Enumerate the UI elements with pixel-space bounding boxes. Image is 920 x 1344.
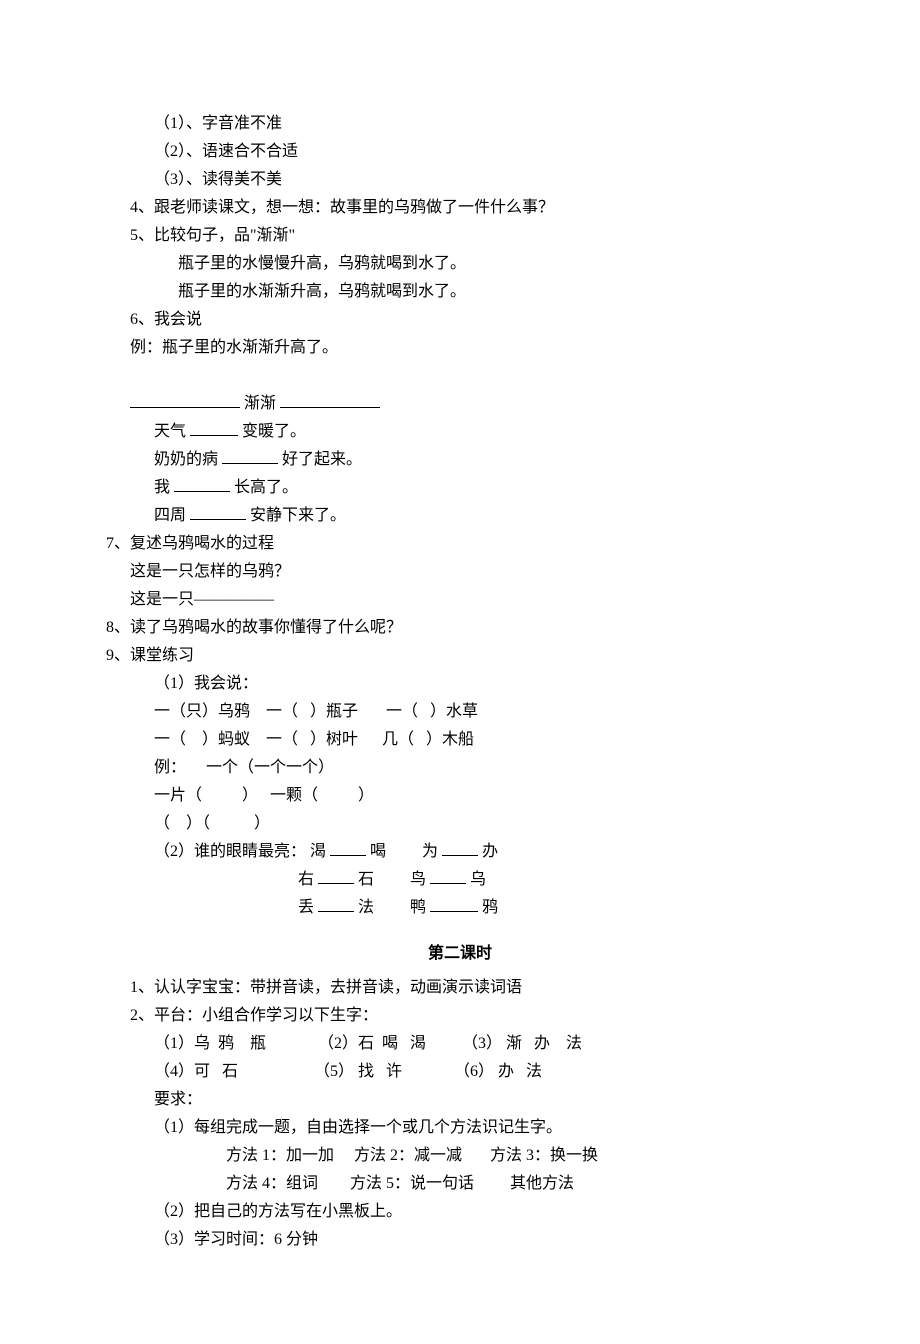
item-6c-post: 长高了。: [234, 479, 298, 496]
pair-c-r2: 鸦: [482, 899, 498, 916]
item-6c-pre: 我: [154, 479, 170, 496]
s2-req2: （2）把自己的方法写在小黑板上。: [154, 1203, 402, 1220]
pair-c-l: 丢: [298, 899, 314, 916]
s2-2: 2、平台：小组合作学习以下生字：: [130, 1007, 378, 1024]
pair-a-l: 渴: [310, 843, 326, 860]
item-6b-pre: 奶奶的病: [154, 451, 218, 468]
item-1-1: （1）、字音准不准: [154, 115, 282, 132]
s2-req3: （3）学习时间：6 分钟: [154, 1231, 318, 1248]
blank-field: [318, 867, 354, 884]
item-5-1: 瓶子里的水慢慢升高，乌鸦就喝到水了。: [178, 255, 466, 272]
s2-req: 要求：: [154, 1091, 202, 1108]
item-6-ex: 例：瓶子里的水渐渐升高了。: [130, 339, 338, 356]
item-9-1e: （ ）（ ）: [154, 815, 270, 832]
section-2-title: 第二课时: [428, 945, 492, 962]
s2-2-row1: （1）乌 鸦 瓶 （2）石 喝 渴 （3） 渐 办 法: [154, 1035, 582, 1052]
pair-b-l2: 鸟: [410, 871, 426, 888]
item-6-mid: 渐渐: [244, 395, 276, 412]
item-7b: 这是一只—————: [130, 591, 274, 608]
document-page: （1）、字音准不准 （2）、语速合不合适 （3）、读得美不美 4、跟老师读课文，…: [0, 0, 920, 1344]
pair-c-l2: 鸭: [410, 899, 426, 916]
item-9-1a: 一（只）乌鸦 一（ ）瓶子 一（ ）水草: [154, 703, 478, 720]
pair-a-l2: 为: [422, 843, 438, 860]
item-6d-pre: 四周: [154, 507, 186, 524]
item-6a-pre: 天气: [154, 423, 186, 440]
blank-field: [442, 839, 478, 856]
blank-field: [318, 895, 354, 912]
pair-b-r2: 乌: [470, 871, 486, 888]
item-1-2: （2）、语速合不合适: [154, 143, 298, 160]
item-5: 5、比较句子，品"渐渐": [130, 227, 295, 244]
item-4: 4、跟老师读课文，想一想：故事里的乌鸦做了一件什么事？: [130, 199, 554, 216]
s2-2-row2: （4）可 石 （5） 找 许 （6） 办 法: [154, 1063, 542, 1080]
s2-req1: （1）每组完成一题，自由选择一个或几个方法识记生字。: [154, 1119, 562, 1136]
blank-field: [430, 895, 478, 912]
item-9-2-label: （2）谁的眼睛最亮：: [154, 843, 306, 860]
pair-b-l: 右: [298, 871, 314, 888]
blank-field: [430, 867, 466, 884]
pair-b-r: 石: [358, 871, 374, 888]
blank-field: [190, 419, 238, 436]
item-9: 9、课堂练习: [106, 647, 194, 664]
item-9-1d: 一片（ ） 一颗（ ）: [154, 787, 374, 804]
pair-a-r: 喝: [370, 843, 386, 860]
s2-1: 1、认认字宝宝：带拼音读，去拼音读，动画演示读词语: [130, 979, 522, 996]
item-7a: 这是一只怎样的乌鸦？: [130, 563, 290, 580]
item-5-2: 瓶子里的水渐渐升高，乌鸦就喝到水了。: [178, 283, 466, 300]
blank-field: [174, 475, 230, 492]
item-9-1b: 一（ ）蚂蚁 一（ ）树叶 几（ ）木船: [154, 731, 474, 748]
pair-a-r2: 办: [482, 843, 498, 860]
item-6a-post: 变暖了。: [242, 423, 306, 440]
blank-field: [190, 503, 246, 520]
item-1-3: （3）、读得美不美: [154, 171, 282, 188]
blank-field: [130, 391, 240, 408]
s2-req1-m2: 方法 4：组词 方法 5：说一句话 其他方法: [226, 1175, 574, 1192]
item-8: 8、读了乌鸦喝水的故事你懂得了什么呢？: [106, 619, 402, 636]
item-7: 7、复述乌鸦喝水的过程: [106, 535, 274, 552]
pair-c-r: 法: [358, 899, 374, 916]
item-6b-post: 好了起来。: [282, 451, 362, 468]
item-9-1c: 例： 一个（一个一个）: [154, 759, 334, 776]
blank-field: [330, 839, 366, 856]
s2-req1-m: 方法 1：加一加 方法 2：减一减 方法 3：换一换: [226, 1147, 598, 1164]
item-6d-post: 安静下来了。: [250, 507, 346, 524]
item-9-1: （1）我会说：: [154, 675, 258, 692]
item-6: 6、我会说: [130, 311, 202, 328]
blank-field: [222, 447, 278, 464]
blank-field: [280, 391, 380, 408]
